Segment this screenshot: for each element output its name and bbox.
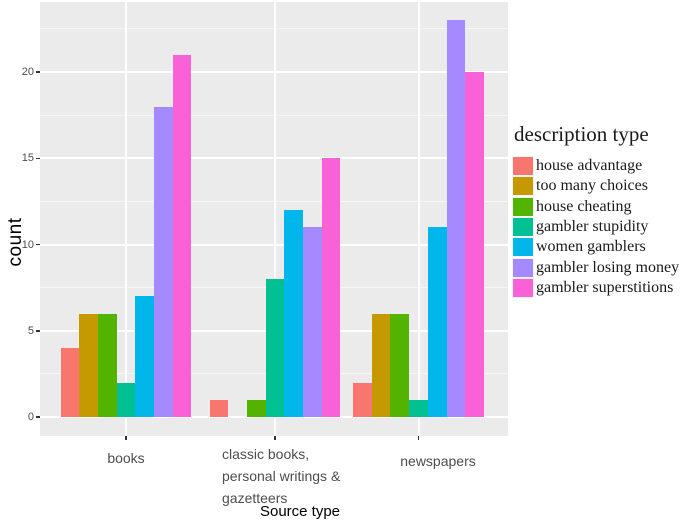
legend-label: women gamblers xyxy=(536,238,646,256)
bar xyxy=(172,54,192,417)
bar xyxy=(353,382,372,417)
legend-label: too many choices xyxy=(536,177,648,195)
y-tick-mark xyxy=(36,330,40,332)
bar xyxy=(427,227,447,417)
gridline-vertical xyxy=(417,2,420,436)
legend-item: gambler losing money xyxy=(508,257,690,277)
y-tick-label: 0 xyxy=(27,411,34,423)
legend-label: gambler superstitions xyxy=(536,278,674,296)
bar xyxy=(154,106,173,417)
legend-swatch xyxy=(513,218,533,237)
bar xyxy=(371,313,391,417)
bar xyxy=(409,399,428,417)
x-tick-label: classic books, personal writings & gazet… xyxy=(222,446,341,506)
x-axis-title: Source type xyxy=(259,503,341,520)
legend-item: women gamblers xyxy=(508,237,690,257)
legend-items: house advantage too many choices house che… xyxy=(508,156,690,298)
legend-label: house advantage xyxy=(536,157,643,175)
bar xyxy=(465,72,484,417)
y-tick-mark xyxy=(36,416,40,418)
gridline-vertical xyxy=(125,2,127,436)
x-tick-mark xyxy=(274,436,276,440)
legend-swatch xyxy=(513,157,533,176)
bar xyxy=(116,382,136,417)
legend-item: gambler superstitions xyxy=(508,278,690,298)
legend-swatch xyxy=(513,177,533,196)
y-tick-label: 5 xyxy=(27,324,34,337)
legend: description type house advantage too many… xyxy=(508,122,690,298)
bar xyxy=(246,399,266,417)
plot-panel xyxy=(40,2,508,436)
legend-item: too many choices xyxy=(508,176,690,196)
legend-item: house cheating xyxy=(508,197,690,217)
legend-swatch xyxy=(513,258,533,277)
legend-swatch xyxy=(513,278,533,297)
bar xyxy=(135,296,155,417)
legend-label: gambler losing money xyxy=(536,258,680,276)
y-tick-mark xyxy=(36,243,40,246)
legend-label: gambler stupidity xyxy=(536,218,649,236)
y-tick-mark xyxy=(36,157,40,159)
bar xyxy=(60,348,80,417)
y-tick-label: 10 xyxy=(21,238,34,251)
x-tick-label: books xyxy=(107,450,145,466)
gridline-vertical xyxy=(274,2,276,436)
y-tick-label: 20 xyxy=(21,66,34,78)
legend-swatch xyxy=(513,238,533,257)
bar xyxy=(446,20,466,417)
legend-swatch xyxy=(513,197,533,216)
bar xyxy=(390,313,410,417)
bar xyxy=(209,399,229,417)
legend-item: gambler stupidity xyxy=(508,217,690,237)
bar xyxy=(321,158,341,417)
bar xyxy=(97,313,117,417)
x-tick-label: newspapers xyxy=(400,453,476,469)
legend-label: house cheating xyxy=(536,197,632,215)
legend-item: house advantage xyxy=(508,156,690,176)
bar xyxy=(284,210,304,417)
bar xyxy=(265,279,285,417)
bar xyxy=(303,227,322,417)
x-tick-mark xyxy=(417,436,420,440)
bar xyxy=(79,313,98,417)
x-tick-mark xyxy=(125,436,127,440)
legend-title: description type xyxy=(514,122,649,146)
y-tick-mark xyxy=(36,71,40,73)
y-tick-label: 15 xyxy=(21,152,34,165)
